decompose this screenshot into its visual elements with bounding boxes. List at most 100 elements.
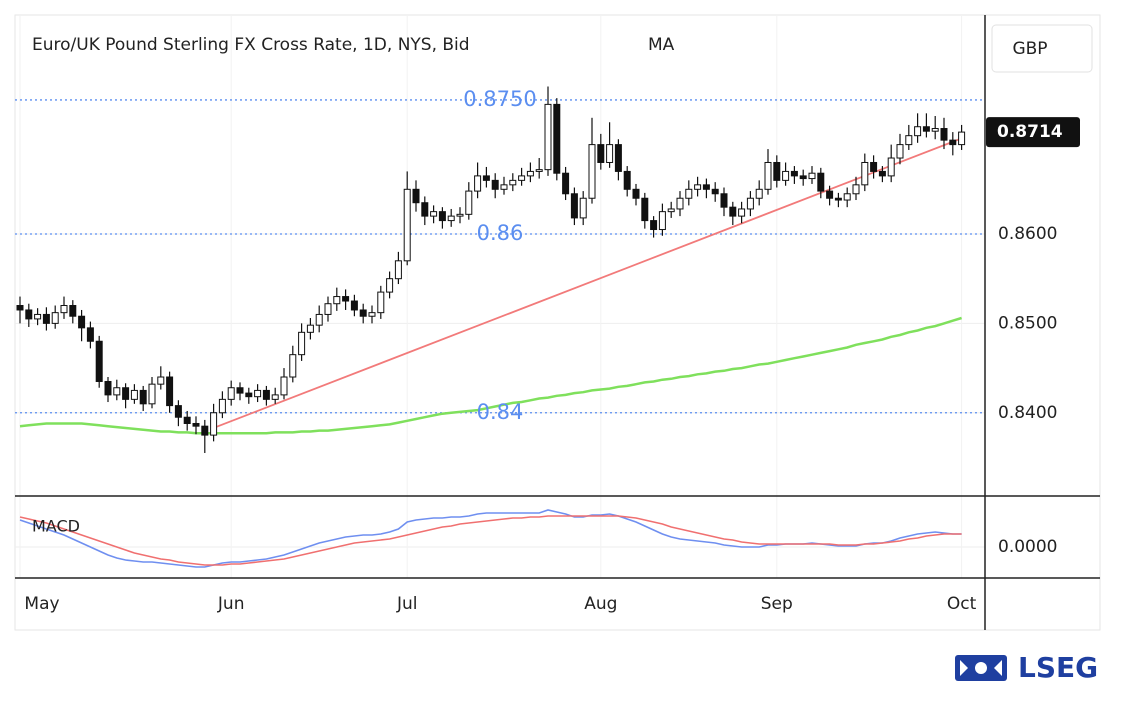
candle-body — [157, 376, 165, 385]
candle-body — [746, 197, 754, 210]
candle-body — [614, 144, 622, 172]
candle-body — [641, 197, 649, 222]
trendline — [213, 137, 962, 429]
candle-body — [896, 144, 904, 159]
candle-body — [729, 206, 737, 217]
level-label: 0.8750 — [463, 87, 536, 111]
candle-body — [174, 405, 182, 418]
candle-body — [940, 128, 948, 141]
candle-body — [359, 309, 367, 317]
candle-body — [25, 309, 33, 320]
candle-body — [412, 188, 420, 204]
x-tick-label: Sep — [761, 594, 793, 614]
logo: LSEG — [1018, 651, 1098, 684]
candle-body — [324, 303, 332, 315]
candle-body — [104, 380, 112, 396]
candle-body — [773, 161, 781, 181]
candle-body — [799, 175, 807, 180]
candle-body — [342, 296, 350, 302]
candle-body — [60, 305, 68, 314]
candle-body — [51, 312, 59, 324]
candle-body — [579, 197, 587, 219]
price-tag — [986, 117, 1080, 148]
candle-body — [500, 184, 508, 190]
currency-box[interactable] — [991, 24, 1093, 73]
candle-body — [755, 188, 763, 199]
candle-body — [702, 184, 710, 190]
indicator-label: MA — [648, 35, 675, 55]
moving-average — [19, 316, 962, 435]
candle-body — [183, 416, 191, 424]
candle-body — [852, 184, 860, 195]
candle-body — [350, 300, 358, 311]
candle-body — [245, 392, 253, 398]
crest-detail — [975, 662, 987, 674]
candle-body — [482, 175, 490, 181]
candle-body — [518, 175, 526, 181]
candle-body — [210, 412, 218, 436]
candle-body — [227, 387, 235, 400]
candle-body — [764, 161, 772, 190]
candle-body — [738, 208, 746, 217]
candle-body — [236, 387, 244, 394]
x-tick-label: May — [24, 594, 59, 614]
candle-body — [526, 170, 534, 177]
candle-body — [782, 170, 790, 181]
candle-body — [306, 324, 314, 333]
candle-body — [368, 312, 376, 317]
candle-body — [658, 211, 666, 231]
currency[interactable]: GBP — [1012, 39, 1047, 59]
candle-body — [826, 190, 834, 199]
candle-body — [597, 144, 605, 163]
candle-body — [289, 354, 297, 378]
candle-body — [403, 188, 411, 262]
candle-body — [834, 197, 842, 201]
candle-body — [394, 260, 402, 280]
candle-body — [685, 188, 693, 199]
candle-body — [315, 313, 323, 326]
candle-body — [720, 193, 728, 208]
candle-body — [878, 170, 886, 177]
candle-body — [790, 170, 798, 177]
candle-body — [474, 175, 482, 192]
candle-body — [632, 188, 640, 199]
candle-body — [139, 389, 147, 405]
candle-body — [218, 398, 226, 414]
candle-body — [34, 313, 42, 320]
candle-body — [922, 126, 930, 132]
plot: May Jun Jul Aug Sep Oct 0.8750 0.86 0.84 — [15, 15, 985, 614]
candle-body — [905, 135, 913, 146]
candle-body — [958, 131, 966, 146]
candle-body — [377, 291, 385, 314]
candle-body — [271, 394, 279, 400]
candle-body — [544, 103, 552, 171]
y-tick-label: 0.8600 — [998, 224, 1057, 244]
candle-body — [861, 161, 869, 186]
candle-body — [808, 172, 816, 180]
candle-body — [130, 389, 138, 400]
candle-body — [122, 387, 130, 400]
candle-body — [650, 220, 658, 231]
candle-body — [166, 376, 174, 407]
candle-body — [887, 157, 895, 177]
candle-body — [438, 211, 446, 222]
y-tick-label: 0.8500 — [998, 313, 1057, 333]
level-label: 0.86 — [477, 221, 524, 245]
candle-body — [456, 213, 464, 217]
x-tick-label: Oct — [947, 594, 977, 614]
candle-body — [606, 144, 614, 163]
candle-body — [465, 190, 473, 215]
macd-line — [19, 515, 962, 566]
x-tick-label: Jul — [396, 594, 418, 614]
last-price: 0.8714 — [997, 122, 1063, 142]
candle-body — [192, 422, 200, 427]
candle-body — [817, 172, 825, 192]
candle-body — [491, 179, 499, 190]
candle-body — [676, 197, 684, 210]
candle-body — [931, 128, 939, 132]
candle-body — [254, 389, 262, 398]
candle-body — [430, 211, 438, 217]
candle-body — [280, 376, 288, 396]
